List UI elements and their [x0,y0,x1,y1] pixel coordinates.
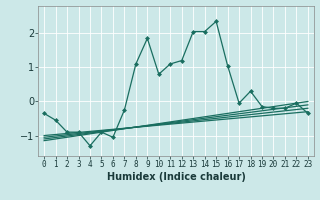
X-axis label: Humidex (Indice chaleur): Humidex (Indice chaleur) [107,172,245,182]
